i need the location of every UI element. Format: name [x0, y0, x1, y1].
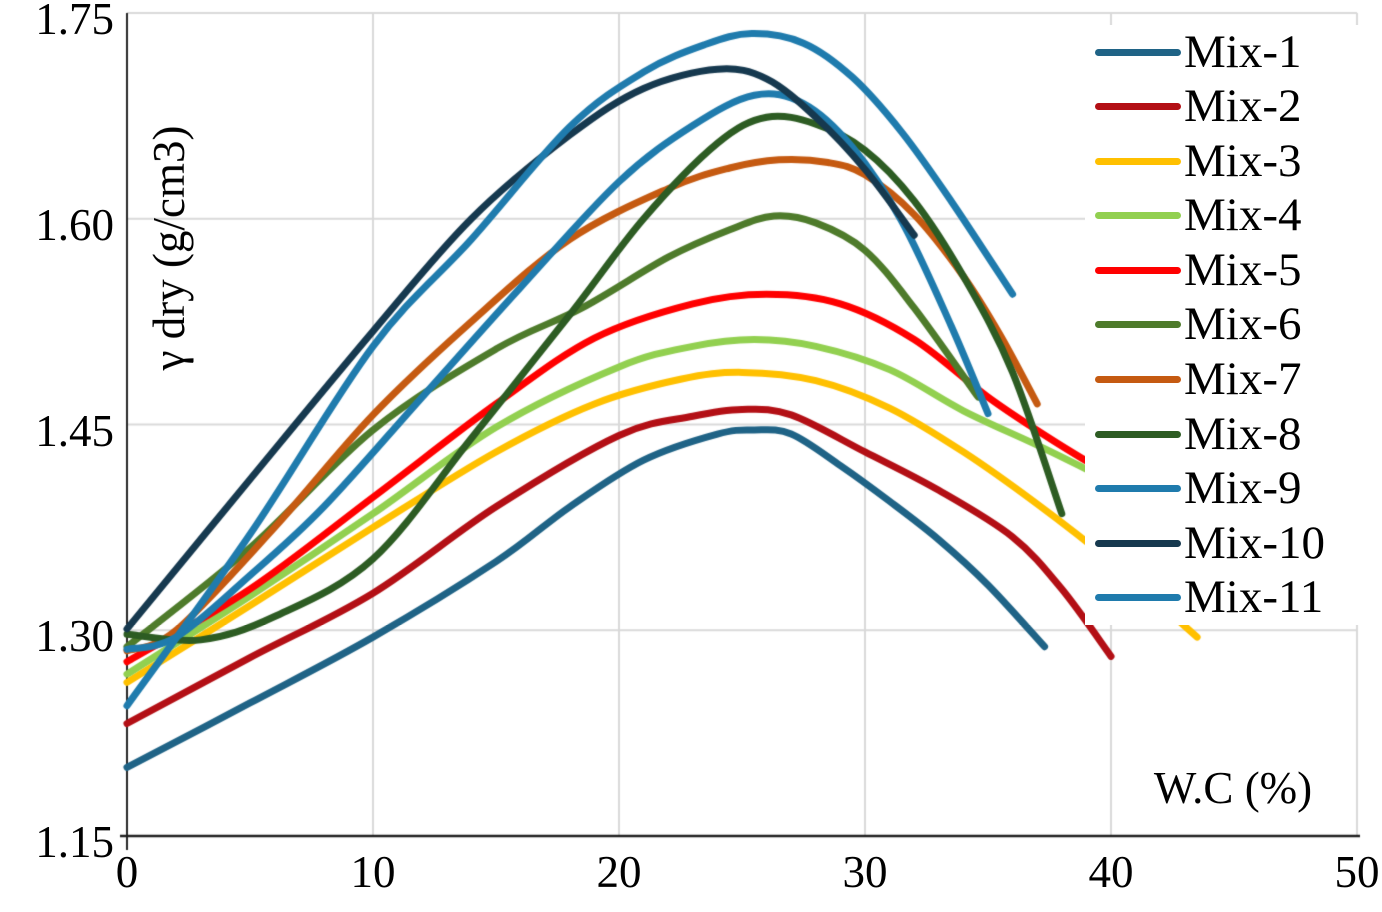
y-tick-label: 1.30	[35, 611, 114, 662]
legend-item-mix-4[interactable]: Mix-4	[1085, 191, 1382, 241]
legend-line-swatch	[1095, 212, 1181, 220]
legend-line-swatch	[1095, 157, 1181, 165]
y-tick-label: 1.60	[35, 199, 114, 250]
legend-item-mix-3[interactable]: Mix-3	[1085, 136, 1382, 186]
legend-item-label: Mix-8	[1184, 407, 1302, 460]
legend-item-label: Mix-1	[1184, 25, 1302, 78]
legend-item-label: Mix-4	[1184, 189, 1302, 242]
y-axis-title: γ dry (g/cm3)	[144, 125, 194, 371]
legend-item-mix-7[interactable]: Mix-7	[1085, 355, 1382, 405]
y-tick-label: 1.15	[35, 817, 114, 867]
x-tick-label: 20	[596, 847, 642, 897]
legend-item-label: Mix-6	[1184, 298, 1302, 351]
legend-item-label: Mix-3	[1184, 134, 1302, 187]
x-axis-title: W.C (%)	[1153, 763, 1313, 813]
legend-item-label: Mix-2	[1184, 80, 1302, 133]
legend-line-swatch	[1095, 321, 1181, 329]
x-tick-label: 50	[1334, 847, 1380, 897]
legend-item-mix-8[interactable]: Mix-8	[1085, 409, 1382, 459]
legend-line-swatch	[1095, 48, 1181, 56]
x-tick-label: 30	[842, 847, 888, 897]
legend-item-label: Mix-9	[1184, 462, 1302, 515]
legend-item-mix-11[interactable]: Mix-11	[1085, 573, 1382, 623]
x-tick-label: 40	[1088, 847, 1134, 897]
legend-item-label: Mix-11	[1184, 571, 1324, 624]
x-tick-label: 10	[350, 847, 396, 897]
legend-line-swatch	[1095, 266, 1181, 274]
legend-item-label: Mix-10	[1184, 516, 1325, 569]
x-tick-label: 0	[115, 847, 139, 897]
legend-item-mix-2[interactable]: Mix-2	[1085, 82, 1382, 132]
legend-item-label: Mix-7	[1184, 353, 1302, 406]
legend-item-mix-5[interactable]: Mix-5	[1085, 245, 1382, 295]
legend-line-swatch	[1095, 103, 1181, 111]
legend-line-swatch	[1095, 594, 1181, 602]
y-tick-label: 1.75	[35, 0, 114, 44]
legend-line-swatch	[1095, 539, 1181, 547]
legend-item-mix-6[interactable]: Mix-6	[1085, 300, 1382, 350]
legend-item-label: Mix-5	[1184, 243, 1302, 296]
legend-line-swatch	[1095, 485, 1181, 493]
legend-line-swatch	[1095, 376, 1181, 384]
legend-item-mix-10[interactable]: Mix-10	[1085, 518, 1382, 568]
legend-line-swatch	[1095, 430, 1181, 438]
legend-item-mix-9[interactable]: Mix-9	[1085, 464, 1382, 514]
y-tick-label: 1.45	[35, 405, 114, 456]
legend-item-mix-1[interactable]: Mix-1	[1085, 27, 1382, 77]
chart-legend: Mix-1 Mix-2 Mix-3 Mix-4 Mix-5 Mix-6 Mix-7 Mix-8…	[1085, 25, 1382, 625]
